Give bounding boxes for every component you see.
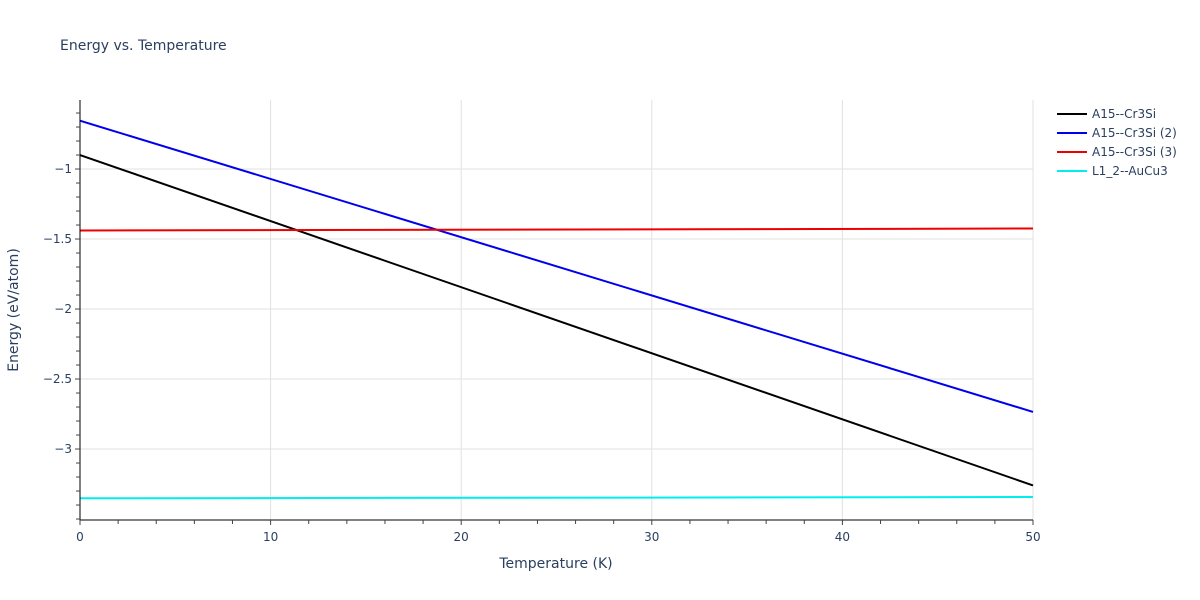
x-tick-label: 10 [263, 530, 278, 544]
legend-label: L1_2--AuCu3 [1092, 164, 1168, 178]
y-axis-ticks: −1 −1.5 −2 −2.5 −3 [43, 112, 80, 520]
x-axis-title: Temperature (K) [498, 556, 612, 572]
legend-item: A15--Cr3Si (2) [1057, 126, 1177, 140]
series-line [79, 227, 1034, 232]
legend-item: L1_2--AuCu3 [1057, 164, 1168, 178]
gridlines [80, 100, 1034, 520]
legend: A15--Cr3Si A15--Cr3Si (2) A15--Cr3Si (3) L1… [1057, 107, 1177, 178]
y-axis-title: Energy (eV/atom) [6, 248, 22, 372]
axes [79, 100, 1033, 521]
y-tick-label: −1.5 [43, 232, 72, 246]
x-tick-label: 40 [835, 530, 850, 544]
y-tick-label: −2 [54, 302, 72, 316]
x-tick-label: 50 [1025, 530, 1040, 544]
y-tick-label: −1 [54, 162, 72, 176]
series-line [79, 119, 1034, 413]
legend-label: A15--Cr3Si (2) [1092, 126, 1177, 140]
y-tick-label: −3 [54, 442, 72, 456]
legend-item: A15--Cr3Si [1057, 107, 1156, 121]
y-tick-label: −2.5 [43, 372, 72, 386]
series-line [79, 154, 1034, 487]
x-tick-label: 20 [454, 530, 469, 544]
series-lines [79, 119, 1034, 500]
legend-label: A15--Cr3Si (3) [1092, 145, 1177, 159]
x-axis-ticks: 0 10 20 30 40 50 [76, 520, 1041, 544]
x-tick-label: 0 [76, 530, 84, 544]
legend-label: A15--Cr3Si [1092, 107, 1156, 121]
x-tick-label: 30 [644, 530, 659, 544]
chart-title: Energy vs. Temperature [60, 38, 227, 54]
legend-item: A15--Cr3Si (3) [1057, 145, 1177, 159]
series-line [79, 496, 1034, 500]
